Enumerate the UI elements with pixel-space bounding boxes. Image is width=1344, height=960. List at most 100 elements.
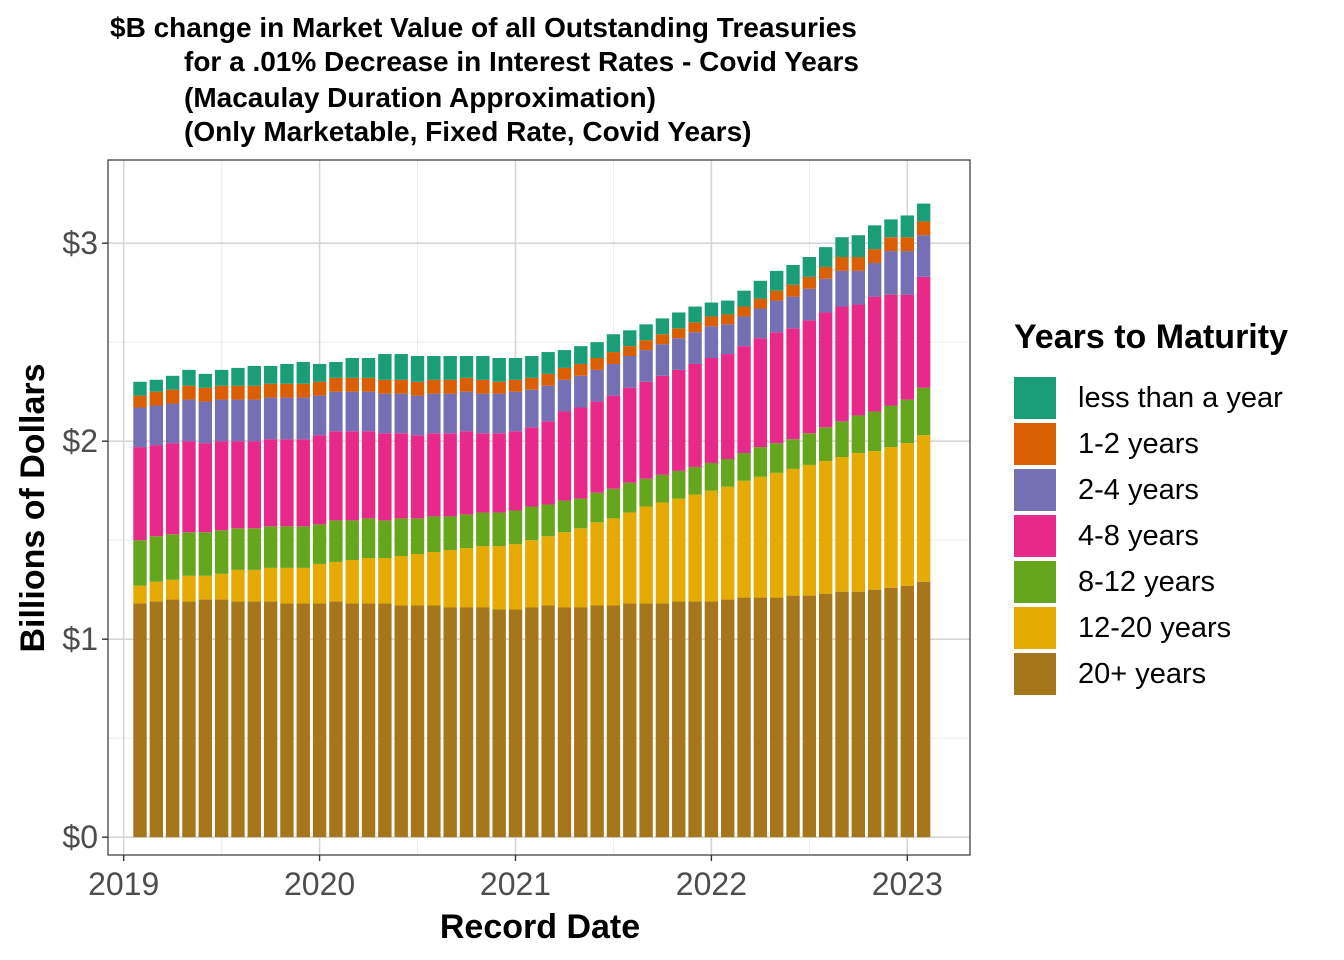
legend-key [1014, 515, 1056, 557]
legend-label: less than a year [1078, 381, 1283, 414]
bar-segment-1-2-years-2020-11 [476, 379, 490, 394]
bar-segment-2-4-years-2020-12 [492, 393, 506, 434]
bar-segment-20-years-2020-11 [476, 607, 490, 838]
bar-segment-1-2-years-2022-02 [721, 314, 735, 325]
bar-segment-12-20-years-2019-08 [231, 569, 245, 602]
bar-segment-2-4-years-2022-12 [884, 251, 898, 295]
bar-segment-less-than-a-year-2022-10 [851, 235, 866, 258]
bar-segment-4-8-years-2022-09 [835, 306, 849, 422]
bar-segment-4-8-years-2021-11 [672, 369, 686, 471]
bar-segment-12-20-years-2022-06 [786, 468, 800, 596]
bar-segment-less-than-a-year-2019-12 [296, 361, 310, 384]
bar-segment-2-4-years-2022-09 [835, 270, 849, 307]
bar-segment-12-20-years-2019-09 [247, 569, 261, 602]
y-axis-label: Billions of Dollars [14, 363, 52, 652]
bar-segment-4-8-years-2020-04 [361, 431, 376, 519]
bar-segment-12-20-years-2021-04 [557, 532, 572, 608]
bar-segment-8-12-years-2020-02 [329, 520, 343, 562]
bar-segment-12-20-years-2023-01 [900, 443, 915, 586]
bar-segment-8-12-years-2019-03 [149, 536, 164, 582]
bar-segment-1-2-years-2022-03 [737, 306, 751, 317]
bar-segment-20-years-2020-07 [410, 605, 425, 838]
bar-segment-4-8-years-2020-07 [410, 435, 425, 519]
bar-segment-1-2-years-2022-04 [753, 298, 768, 309]
x-tick-label: 2023 [872, 866, 943, 902]
bar-segment-2-4-years-2022-06 [786, 296, 800, 329]
bar-segment-less-than-a-year-2020-02 [329, 361, 343, 378]
bar-segment-2-4-years-2019-09 [247, 399, 261, 442]
bar-segment-less-than-a-year-2023-01 [900, 215, 915, 238]
bar-segment-4-8-years-2022-04 [753, 338, 768, 448]
bar-segment-12-20-years-2022-03 [737, 480, 751, 598]
bar-segment-4-8-years-2019-10 [263, 439, 278, 527]
bar-segment-1-2-years-2021-07 [606, 352, 621, 364]
bar-segment-8-12-years-2019-07 [214, 530, 229, 574]
bar-segment-20-years-2022-09 [835, 591, 849, 838]
bar-segment-2-4-years-2019-04 [165, 403, 180, 444]
bars-group [133, 203, 931, 838]
bar-segment-4-8-years-2022-12 [884, 294, 898, 406]
bar-segment-2-4-years-2020-10 [459, 391, 474, 432]
bar-segment-8-12-years-2020-03 [345, 520, 359, 560]
y-tick-label: $3 [62, 225, 98, 261]
bar-segment-8-12-years-2021-01 [508, 510, 523, 545]
bar-segment-20-years-2020-05 [378, 603, 392, 838]
bar-segment-20-years-2022-02 [721, 599, 735, 838]
bar-segment-less-than-a-year-2019-08 [231, 367, 245, 386]
bar-segment-2-4-years-2019-06 [198, 401, 212, 444]
bar-segment-12-20-years-2022-07 [802, 464, 817, 596]
chart-title-line-4: (Only Marketable, Fixed Rate, Covid Year… [184, 116, 752, 147]
bar-segment-20-years-2019-10 [263, 601, 278, 838]
bar-segment-12-20-years-2022-04 [753, 476, 768, 598]
bar-segment-20-years-2023-02 [916, 581, 931, 838]
bar-segment-1-2-years-2021-08 [623, 346, 637, 357]
bar-segment-less-than-a-year-2022-08 [818, 247, 833, 267]
bar-segment-20-years-2022-05 [770, 597, 784, 838]
bar-segment-1-2-years-2019-05 [182, 385, 196, 400]
bar-segment-1-2-years-2022-05 [770, 290, 784, 301]
bar-segment-less-than-a-year-2021-12 [688, 306, 702, 323]
bar-segment-8-12-years-2022-08 [818, 427, 833, 461]
bar-segment-20-years-2021-04 [557, 607, 572, 838]
bar-segment-less-than-a-year-2019-05 [182, 369, 196, 386]
bar-segment-1-2-years-2021-10 [655, 334, 670, 345]
bar-segment-12-20-years-2020-07 [410, 554, 425, 606]
bar-segment-8-12-years-2019-12 [296, 526, 310, 568]
bar-segment-2-4-years-2020-08 [427, 393, 441, 434]
bar-segment-12-20-years-2020-01 [312, 563, 327, 604]
bar-segment-1-2-years-2022-08 [818, 266, 833, 279]
chart-title-line-1: $B change in Market Value of all Outstan… [110, 12, 857, 43]
legend-key [1014, 469, 1056, 511]
bar-segment-12-20-years-2019-11 [280, 567, 294, 604]
bar-segment-20-years-2020-06 [394, 605, 408, 838]
bar-segment-1-2-years-2021-05 [574, 363, 588, 376]
bar-segment-12-20-years-2021-02 [525, 540, 539, 608]
bar-segment-8-12-years-2021-12 [688, 466, 702, 495]
bar-segment-1-2-years-2020-01 [312, 381, 327, 396]
x-tick-label: 2019 [88, 866, 159, 902]
bar-segment-8-12-years-2021-08 [623, 482, 637, 513]
bar-segment-less-than-a-year-2021-01 [508, 358, 523, 380]
bar-segment-20-years-2021-12 [688, 601, 702, 838]
bar-segment-4-8-years-2020-01 [312, 435, 327, 525]
bar-segment-12-20-years-2020-11 [476, 546, 490, 608]
bar-segment-20-years-2020-10 [459, 607, 474, 838]
bar-segment-8-12-years-2022-09 [835, 421, 849, 458]
bar-segment-less-than-a-year-2022-12 [884, 219, 898, 238]
bar-segment-12-20-years-2022-12 [884, 447, 898, 588]
bar-segment-20-years-2021-01 [508, 609, 523, 838]
bar-segment-1-2-years-2020-05 [378, 379, 392, 394]
bar-segment-8-12-years-2022-01 [704, 462, 719, 491]
bar-segment-8-12-years-2019-06 [198, 532, 212, 576]
bar-segment-20-years-2021-10 [655, 603, 670, 838]
bar-segment-2-4-years-2021-01 [508, 391, 523, 432]
bar-segment-8-12-years-2019-11 [280, 526, 294, 568]
bar-segment-20-years-2021-06 [590, 605, 604, 838]
bar-segment-8-12-years-2022-04 [753, 447, 768, 477]
bar-segment-4-8-years-2020-03 [345, 431, 359, 521]
x-tick-label: 2020 [284, 866, 355, 902]
bar-segment-20-years-2020-01 [312, 603, 327, 838]
bar-segment-20-years-2022-12 [884, 587, 898, 838]
bar-segment-less-than-a-year-2020-05 [378, 354, 392, 380]
